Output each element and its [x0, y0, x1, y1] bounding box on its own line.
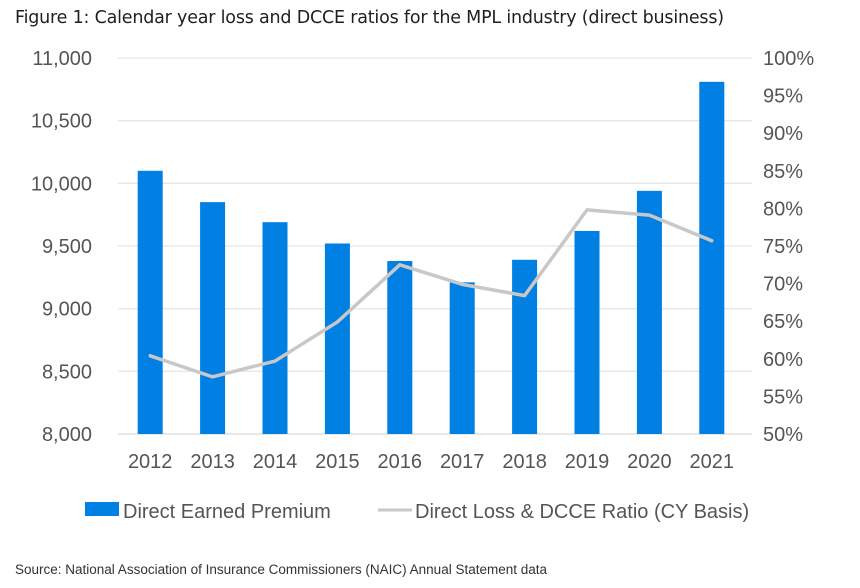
right-tick-label: 75% — [763, 236, 803, 258]
right-tick-label: 90% — [763, 123, 803, 145]
right-tick-label: 85% — [763, 161, 803, 183]
legend-label-bar: Direct Earned Premium — [123, 501, 331, 523]
x-tick-label: 2016 — [378, 451, 423, 473]
right-tick-label: 80% — [763, 198, 803, 220]
x-tick-label: 2021 — [690, 451, 735, 473]
x-tick-label: 2015 — [315, 451, 360, 473]
bar — [200, 202, 226, 434]
bar — [137, 170, 163, 435]
right-tick-label: 100% — [763, 48, 814, 70]
right-tick-label: 95% — [763, 86, 803, 108]
left-tick-label: 8,000 — [42, 424, 92, 446]
bar — [262, 222, 288, 434]
legend: Direct Earned Premium Direct Loss & DCCE… — [85, 501, 749, 523]
bar — [574, 230, 600, 434]
x-tick-label: 2012 — [128, 451, 173, 473]
chart-title: Figure 1: Calendar year loss and DCCE ra… — [15, 8, 724, 28]
legend-label-line: Direct Loss & DCCE Ratio (CY Basis) — [415, 501, 749, 523]
ratio-line — [148, 208, 714, 379]
bar-series — [137, 81, 725, 435]
left-axis-ticks: 8,000 8,500 9,000 9,500 10,000 10,500 11,000 — [31, 48, 92, 446]
bar — [636, 190, 662, 434]
right-axis-ticks: 50% 55% 60% 65% 70% 75% 80% 85% 90% 95% 100% — [763, 48, 814, 446]
right-tick-label: 60% — [763, 349, 803, 371]
bar — [449, 282, 475, 434]
left-tick-label: 8,500 — [42, 361, 92, 383]
left-tick-label: 9,500 — [42, 236, 92, 258]
right-tick-label: 70% — [763, 274, 803, 296]
combo-chart: 8,000 8,500 9,000 9,500 10,000 10,500 11,000 5… — [31, 48, 815, 523]
bar — [387, 261, 413, 434]
x-tick-label: 2019 — [565, 451, 610, 473]
left-tick-label: 11,000 — [32, 48, 92, 70]
right-tick-label: 50% — [763, 424, 803, 446]
left-tick-label: 10,000 — [31, 173, 92, 195]
left-tick-label: 9,000 — [42, 299, 92, 321]
source-note: Source: National Association of Insuranc… — [15, 562, 548, 577]
left-tick-label: 10,500 — [31, 111, 92, 133]
legend-swatch-bar — [85, 502, 119, 516]
bar — [512, 259, 538, 434]
x-axis-ticks: 2012 2013 2014 2015 2016 2017 2018 2019 2020 2021 — [128, 451, 734, 473]
bar — [324, 243, 350, 434]
x-tick-label: 2013 — [190, 451, 235, 473]
x-tick-label: 2017 — [440, 451, 485, 473]
right-tick-label: 55% — [763, 386, 803, 408]
bar — [699, 81, 725, 435]
x-tick-label: 2020 — [627, 451, 672, 473]
right-tick-label: 65% — [763, 311, 803, 333]
line-series — [148, 208, 714, 379]
x-tick-label: 2018 — [502, 451, 547, 473]
x-tick-label: 2014 — [253, 451, 298, 473]
